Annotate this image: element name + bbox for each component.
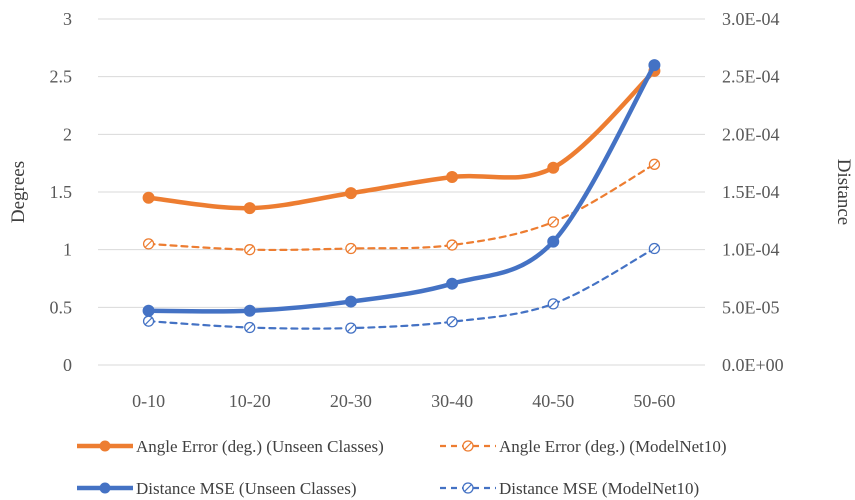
gridlines [98, 18, 705, 366]
data-point-mark [448, 241, 457, 250]
y-right-tick-label: 0.0E+00 [722, 355, 784, 375]
data-point-mark [549, 217, 558, 227]
series-line [146, 62, 657, 314]
series-1 [142, 158, 661, 256]
legend-item: Angle Error (deg.) (ModelNet10) [440, 437, 727, 456]
x-tick-label: 20-30 [330, 391, 372, 411]
series-3 [142, 242, 661, 334]
series-line [147, 247, 656, 330]
right-axis-ticks: 0.0E+00 5.0E-05 1.0E-04 1.5E-04 2.0E-04 2.5E-… [722, 9, 784, 375]
legend-item: Distance MSE (ModelNet10) [440, 479, 699, 498]
data-point-mark [346, 324, 355, 333]
data-point-mark [650, 160, 659, 169]
y-right-tick-label: 1.5E-04 [722, 182, 780, 202]
data-point-mark [245, 323, 254, 332]
y-left-tick-label: 0 [63, 355, 72, 375]
y-axis-right-label: Distance [833, 159, 854, 225]
legend-label: Distance MSE (Unseen Classes) [136, 479, 357, 498]
legend-label: Angle Error (deg.) (Unseen Classes) [136, 437, 384, 456]
data-point-mark [549, 299, 558, 308]
data-point [648, 59, 661, 72]
data-point [243, 202, 256, 215]
series-2 [142, 59, 661, 317]
legend-marker [99, 440, 111, 452]
y-left-tick-label: 3 [63, 9, 72, 29]
legend-marker [99, 482, 111, 494]
y-right-tick-label: 1.0E-04 [722, 240, 780, 260]
data-point [142, 191, 155, 204]
left-axis-ticks: 0 0.5 1 1.5 2 2.5 3 [50, 9, 73, 375]
y-right-tick-label: 2.0E-04 [722, 124, 780, 144]
y-axis-left-label: Degrees [8, 161, 29, 223]
data-point-mark [448, 317, 457, 326]
y-left-tick-label: 1.5 [50, 182, 73, 202]
legend-item: Distance MSE (Unseen Classes) [77, 479, 357, 498]
y-right-tick-label: 3.0E-04 [722, 9, 780, 29]
series-0 [142, 64, 661, 215]
data-point-mark [144, 239, 153, 248]
legend-label: Angle Error (deg.) (ModelNet10) [499, 437, 727, 456]
x-axis-ticks: 0-10 10-20 20-30 30-40 40-50 50-60 [132, 391, 675, 411]
data-point [547, 161, 560, 174]
series-lines [142, 59, 661, 334]
data-point-mark [144, 317, 153, 326]
y-right-tick-label: 5.0E-05 [722, 297, 780, 317]
legend-label: Distance MSE (ModelNet10) [499, 479, 699, 498]
series-line [147, 163, 656, 252]
data-point [344, 295, 357, 308]
data-point [243, 304, 256, 317]
x-tick-label: 40-50 [532, 391, 574, 411]
legend: Angle Error (deg.) (Unseen Classes) Angle… [77, 437, 727, 498]
y-left-tick-label: 0.5 [50, 297, 73, 317]
data-point-mark [346, 244, 355, 253]
y-left-tick-label: 2 [63, 124, 72, 144]
data-point [446, 171, 459, 184]
x-tick-label: 0-10 [132, 391, 165, 411]
data-point [344, 187, 357, 200]
data-point [547, 235, 560, 248]
data-point [142, 304, 155, 317]
x-tick-label: 30-40 [431, 391, 473, 411]
legend-marker-mark [463, 483, 473, 493]
data-point-mark [650, 244, 659, 253]
x-tick-label: 50-60 [633, 391, 675, 411]
x-tick-label: 10-20 [229, 391, 271, 411]
legend-item: Angle Error (deg.) (Unseen Classes) [77, 437, 384, 456]
series-line [146, 68, 657, 211]
y-left-tick-label: 1 [63, 240, 72, 260]
data-point-mark [245, 245, 254, 254]
data-point [446, 277, 459, 290]
legend-marker-mark [463, 441, 473, 451]
y-right-tick-label: 2.5E-04 [722, 67, 780, 87]
y-left-tick-label: 2.5 [50, 67, 73, 87]
